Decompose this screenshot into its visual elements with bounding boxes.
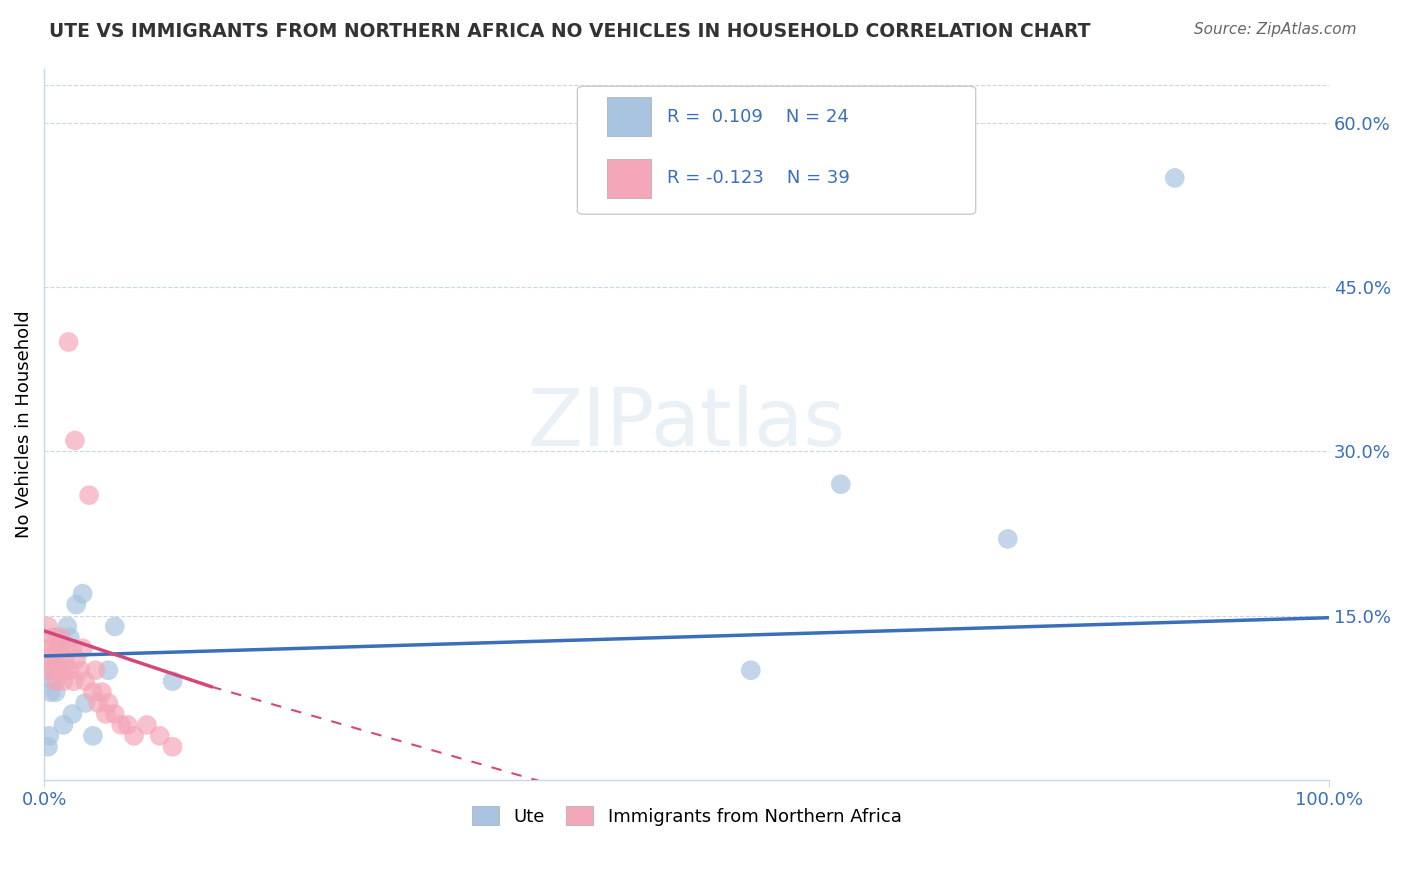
Text: ZIPatlas: ZIPatlas (527, 385, 845, 463)
Point (37, 739, 59, 754)
Point (90, 685, 112, 699)
Point (122, 729, 145, 743)
Point (149, 729, 172, 743)
Point (58, 334, 80, 349)
Point (87, 696, 110, 710)
Point (72, 641, 94, 656)
Point (72, 587, 94, 601)
Point (82, 729, 104, 743)
Point (60, 706, 83, 721)
Point (38, 729, 60, 743)
Point (1164, 170, 1187, 185)
Point (45, 674, 67, 689)
Point (35, 641, 58, 656)
Point (46, 631, 69, 645)
Point (104, 706, 127, 721)
Point (42, 631, 65, 645)
Point (84, 663, 107, 677)
Point (44, 652, 66, 666)
Text: Source: ZipAtlas.com: Source: ZipAtlas.com (1194, 22, 1357, 37)
Bar (607, 97, 651, 136)
Point (59, 631, 82, 645)
Text: R =  0.109    N = 24: R = 0.109 N = 24 (668, 108, 849, 126)
Point (82, 685, 104, 699)
Point (48, 641, 70, 656)
Point (49, 631, 72, 645)
Point (41, 641, 63, 656)
Point (37, 619, 59, 633)
Point (39, 685, 62, 699)
Point (53, 652, 76, 666)
Point (75, 674, 97, 689)
Point (135, 718, 157, 732)
Point (740, 663, 762, 677)
Point (75, 696, 97, 710)
Point (162, 674, 184, 689)
Point (41, 663, 63, 677)
Point (77, 488, 100, 502)
Point (65, 598, 87, 612)
Y-axis label: No Vehicles in Household: No Vehicles in Household (15, 310, 32, 538)
Point (997, 532, 1019, 546)
FancyBboxPatch shape (578, 87, 976, 214)
Point (44, 663, 66, 677)
Point (45, 685, 67, 699)
Legend: Ute, Immigrants from Northern Africa: Ute, Immigrants from Northern Africa (463, 797, 911, 835)
Point (46, 652, 69, 666)
Point (42, 674, 65, 689)
Point (117, 718, 139, 732)
Bar (607, 159, 651, 198)
Point (162, 739, 184, 754)
Point (59, 663, 82, 677)
Text: UTE VS IMMIGRANTS FROM NORTHERN AFRICA NO VEHICLES IN HOUSEHOLD CORRELATION CHAR: UTE VS IMMIGRANTS FROM NORTHERN AFRICA N… (49, 22, 1091, 41)
Point (46, 641, 69, 656)
Point (94, 706, 117, 721)
Point (52, 718, 75, 732)
Point (110, 718, 132, 732)
Point (65, 652, 87, 666)
Point (56, 641, 79, 656)
Point (830, 477, 852, 491)
Point (97, 663, 120, 677)
Point (69, 663, 91, 677)
Point (52, 674, 75, 689)
Point (104, 619, 127, 633)
Point (62, 674, 84, 689)
Point (48, 663, 70, 677)
Point (60, 641, 83, 656)
Point (56, 619, 79, 633)
Point (51, 663, 73, 677)
Text: R = -0.123    N = 39: R = -0.123 N = 39 (668, 169, 851, 187)
Point (38, 663, 60, 677)
Point (63, 434, 86, 448)
Point (97, 696, 120, 710)
Point (39, 652, 62, 666)
